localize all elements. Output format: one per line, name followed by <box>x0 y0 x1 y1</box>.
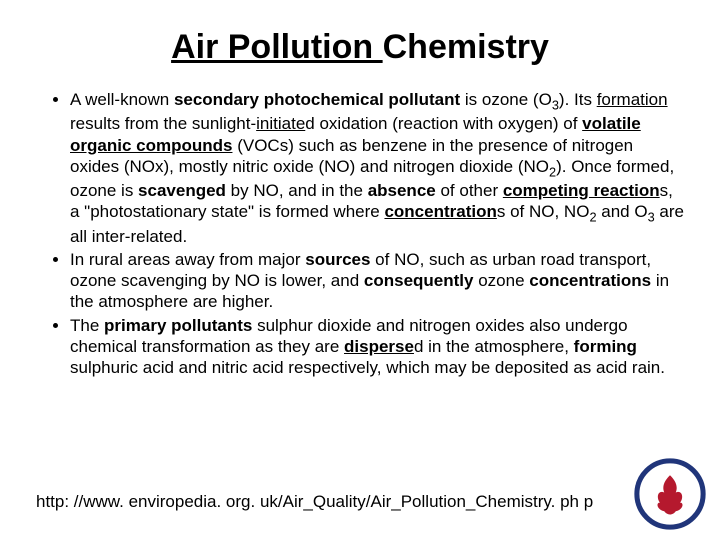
text-run: The <box>70 316 104 335</box>
text-run: d oxidation (reaction with oxygen) of <box>305 114 582 133</box>
slide-title: Air Pollution Chemistry <box>36 28 684 67</box>
text-run: consequently <box>364 271 474 290</box>
bullet-item: A well-known secondary photochemical pol… <box>70 89 684 247</box>
text-run: In rural areas away from major <box>70 250 305 269</box>
text-run: forming <box>574 337 637 356</box>
text-run: ozone <box>473 271 529 290</box>
text-run: 2 <box>589 210 596 225</box>
text-run: sulphuric acid and nitric acid respectiv… <box>70 358 665 377</box>
text-run: is ozone (O <box>460 90 552 109</box>
bullet-list: A well-known secondary photochemical pol… <box>36 89 684 378</box>
title-underlined: Air Pollution <box>171 28 383 66</box>
text-run: scavenged <box>138 181 226 200</box>
text-run: concentrations <box>529 271 651 290</box>
text-run: d in the atmosphere, <box>414 337 574 356</box>
bullet-item: In rural areas away from major sources o… <box>70 249 684 313</box>
text-run: initiate <box>256 114 305 133</box>
logo-badge <box>634 458 706 530</box>
text-run: absence <box>368 181 436 200</box>
text-run: sources <box>305 250 370 269</box>
text-run: secondary photochemical pollutant <box>174 90 460 109</box>
bullet-item: The primary pollutants sulphur dioxide a… <box>70 315 684 379</box>
text-run: formation <box>597 90 668 109</box>
text-run: 3 <box>552 97 559 112</box>
text-run: primary pollutants <box>104 316 252 335</box>
footer-url: http: //www. enviropedia. org. uk/Air_Qu… <box>36 492 593 512</box>
text-run: s of NO, NO <box>497 202 590 221</box>
text-run: competing reaction <box>503 181 660 200</box>
text-run: A well-known <box>70 90 174 109</box>
text-run: of other <box>436 181 503 200</box>
text-run: disperse <box>344 337 414 356</box>
text-run: 3 <box>648 210 655 225</box>
text-run: by NO, and in the <box>226 181 368 200</box>
text-run: ). Its <box>559 90 597 109</box>
title-plain: Chemistry <box>383 28 549 66</box>
slide: Air Pollution Chemistry A well-known sec… <box>0 0 720 540</box>
text-run: concentration <box>384 202 496 221</box>
text-run: results from the sunlight- <box>70 114 256 133</box>
text-run: and O <box>597 202 648 221</box>
